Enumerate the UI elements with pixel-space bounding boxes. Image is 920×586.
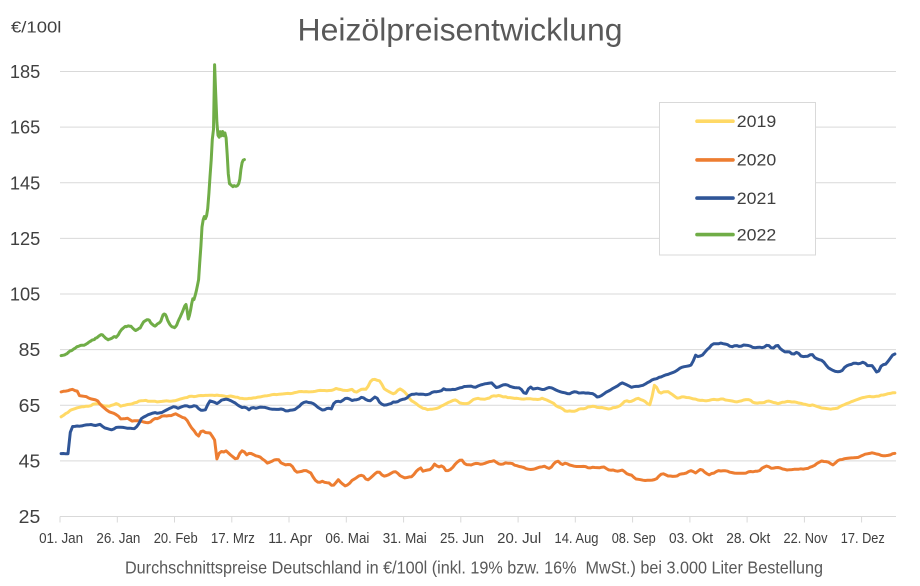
svg-text:25. Jun: 25. Jun bbox=[440, 531, 484, 547]
svg-text:06. Mai: 06. Mai bbox=[325, 531, 369, 547]
svg-text:€/100l: €/100l bbox=[11, 20, 61, 37]
svg-text:26. Jan: 26. Jan bbox=[96, 531, 140, 547]
svg-text:28. Okt: 28. Okt bbox=[726, 531, 770, 547]
svg-text:Heizölpreisentwicklung: Heizölpreisentwicklung bbox=[298, 12, 623, 48]
svg-text:2020: 2020 bbox=[737, 151, 777, 170]
svg-text:20. Feb: 20. Feb bbox=[154, 531, 198, 547]
svg-text:31. Mai: 31. Mai bbox=[383, 531, 427, 547]
svg-text:125: 125 bbox=[10, 229, 40, 249]
svg-text:03. Okt: 03. Okt bbox=[669, 531, 713, 547]
svg-text:01. Jan: 01. Jan bbox=[39, 531, 83, 547]
svg-text:65: 65 bbox=[19, 396, 41, 416]
svg-text:85: 85 bbox=[19, 340, 41, 360]
svg-text:17. Dez: 17. Dez bbox=[841, 531, 885, 547]
svg-text:17. Mrz: 17. Mrz bbox=[211, 531, 255, 547]
svg-text:20. Jul: 20. Jul bbox=[497, 531, 541, 547]
svg-text:2021: 2021 bbox=[737, 189, 777, 208]
svg-text:145: 145 bbox=[10, 173, 40, 193]
svg-text:185: 185 bbox=[10, 62, 40, 82]
svg-text:2019: 2019 bbox=[737, 112, 777, 131]
svg-text:165: 165 bbox=[10, 118, 40, 138]
svg-text:2022: 2022 bbox=[737, 225, 777, 244]
svg-text:11. Apr: 11. Apr bbox=[268, 531, 312, 547]
svg-text:22. Nov: 22. Nov bbox=[784, 531, 829, 547]
svg-text:Durchschnittspreise Deutschlan: Durchschnittspreise Deutschland in €/100… bbox=[125, 558, 823, 578]
svg-text:45: 45 bbox=[19, 452, 41, 472]
svg-text:105: 105 bbox=[10, 285, 40, 305]
svg-text:14. Aug: 14. Aug bbox=[555, 531, 599, 547]
svg-text:25: 25 bbox=[19, 507, 41, 527]
svg-text:08. Sep: 08. Sep bbox=[612, 531, 656, 547]
